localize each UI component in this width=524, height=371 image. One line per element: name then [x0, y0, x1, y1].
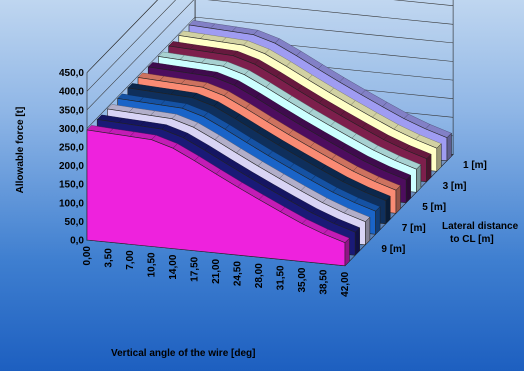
y-tick-label: 450,0	[59, 68, 84, 79]
gridline	[86, 0, 454, 92]
y-tick-label: 150,0	[59, 180, 84, 191]
z-tick-label: 5 [m]	[422, 202, 446, 213]
x-tick-label: 24,50	[233, 261, 244, 286]
series-2-end-cap	[354, 227, 360, 256]
z-tick-label: 9 [m]	[381, 244, 405, 255]
y-tick-label: 0,0	[70, 236, 84, 247]
x-tick-label: 14,00	[168, 254, 179, 279]
series-6-end-cap	[395, 185, 401, 214]
series-5-end-cap	[385, 195, 391, 225]
x-tick-label: 38,50	[319, 269, 330, 294]
z-axis-title-line1: Lateral distance	[442, 221, 519, 232]
y-tick-label: 200,0	[59, 161, 84, 172]
x-axis-title: Vertical angle of the wire [deg]	[111, 348, 255, 359]
x-tick-label: 42,00	[340, 271, 351, 296]
y-tick-label: 250,0	[59, 143, 84, 154]
x-tick-label: 7,00	[125, 250, 136, 270]
series-3-end-cap	[365, 216, 371, 246]
series-1-ribbon	[86, 125, 350, 267]
z-tick-label: 7 [m]	[402, 223, 426, 234]
x-tick-label: 10,50	[147, 252, 158, 277]
x-tick-label: 35,00	[297, 267, 308, 292]
series-4-end-cap	[375, 206, 381, 235]
y-tick-label: 50,0	[65, 217, 85, 228]
y-tick-label: 100,0	[59, 198, 84, 209]
z-tick-labels: 1 [m] 3 [m] 5 [m] 7 [m] 9 [m]	[381, 160, 487, 255]
x-tick-label: 17,50	[190, 256, 201, 281]
gridline	[86, 16, 454, 129]
series-9-end-cap	[426, 153, 432, 183]
series-7-end-cap	[405, 174, 411, 204]
series-8-end-cap	[416, 164, 422, 193]
series-11-end-cap	[446, 132, 452, 162]
x-tick-label: 0,00	[82, 246, 93, 266]
z-tick-label: 1 [m]	[463, 160, 487, 171]
x-tick-label: 28,00	[254, 263, 265, 288]
chart-series-ribbons	[86, 20, 452, 267]
z-tick-label: 3 [m]	[443, 181, 467, 192]
y-tick-label: 400,0	[59, 87, 84, 98]
y-tick-labels: 0,0 50,0 100,0 150,0 200,0 250,0 300,0 350,0 400…	[59, 68, 84, 246]
x-tick-label: 21,00	[211, 258, 222, 283]
gridline	[86, 0, 158, 73]
y-axis-title: Allowable force [t]	[15, 107, 26, 194]
x-tick-label: 31,50	[276, 265, 287, 290]
x-tick-labels: 0,00 3,50 7,00 10,50 14,00 17,50 21,00 24,50 28,…	[82, 246, 351, 297]
series-10-end-cap	[436, 143, 442, 172]
y-tick-label: 350,0	[59, 105, 84, 116]
x-tick-label: 3,50	[104, 248, 115, 268]
series-1-end-cap	[344, 237, 350, 267]
z-axis-title-line2: to CL [m]	[450, 234, 494, 245]
gridline	[86, 0, 454, 110]
y-tick-label: 300,0	[59, 124, 84, 135]
